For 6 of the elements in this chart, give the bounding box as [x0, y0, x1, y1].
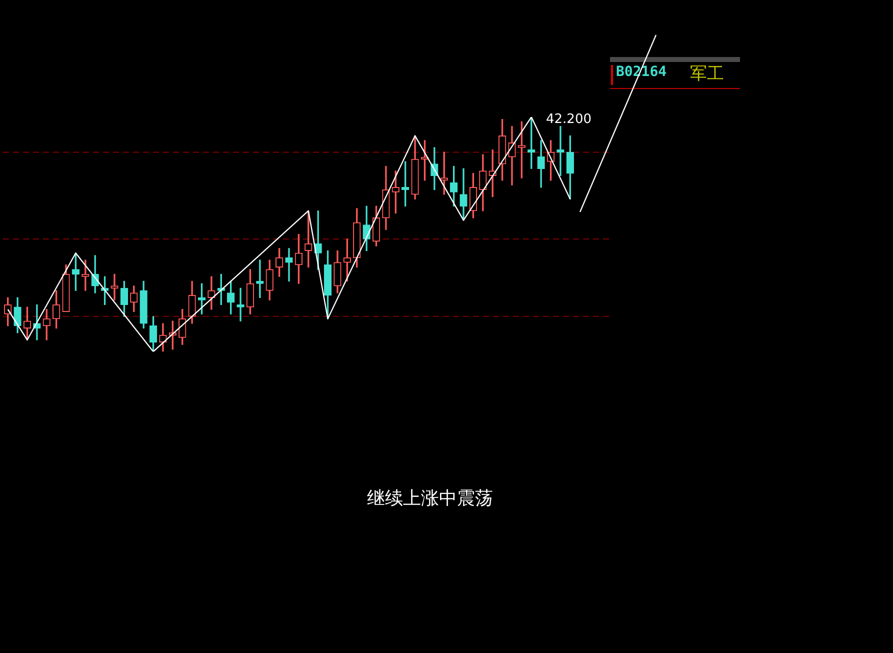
candlestick [556, 126, 564, 176]
candlestick [285, 248, 293, 282]
candlestick [236, 288, 244, 322]
candlestick [110, 274, 118, 300]
text: 军工 [690, 62, 724, 85]
text: 继续上涨中震荡 [366, 487, 494, 510]
